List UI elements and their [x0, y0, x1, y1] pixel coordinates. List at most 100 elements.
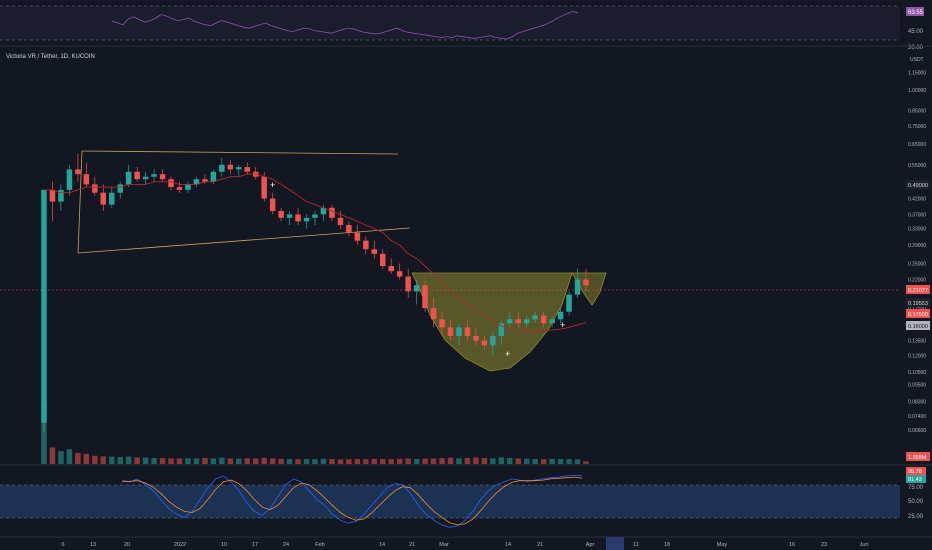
candle-body	[185, 184, 191, 190]
volume-bar	[583, 461, 589, 464]
buy-marker-3: +	[560, 320, 565, 330]
candle	[583, 268, 589, 292]
volume-bar	[134, 457, 140, 464]
candle-body	[295, 214, 301, 222]
candle-body	[58, 189, 64, 202]
candle-body	[346, 225, 352, 233]
candle-body	[549, 319, 555, 324]
candle-body	[439, 319, 445, 328]
candle-body	[422, 285, 428, 309]
candle-body	[219, 164, 225, 172]
volume-bar	[142, 457, 149, 464]
buy-marker-2: +	[505, 349, 510, 359]
candle-body	[498, 323, 505, 336]
candle	[295, 207, 301, 225]
candle	[532, 311, 538, 324]
time-tick-label: 10	[221, 542, 227, 548]
volume-bar	[473, 457, 479, 464]
price-tick-label: 0.75000	[908, 124, 926, 130]
candle-body	[320, 207, 327, 215]
candle-body	[540, 315, 547, 324]
volume-bar	[253, 458, 259, 464]
volume-bar	[109, 456, 115, 464]
volume-bar	[151, 457, 157, 464]
volume-bar	[422, 458, 428, 464]
candle-body	[447, 327, 454, 336]
time-axis-highlight	[606, 537, 624, 550]
stoch-k-line	[121, 474, 583, 528]
candle	[151, 169, 157, 182]
time-tick-label: Feb	[315, 542, 324, 548]
stoch-tick-50: 50.00	[908, 499, 924, 505]
candle	[58, 184, 64, 211]
candle	[286, 211, 293, 225]
candle-body	[354, 232, 361, 241]
time-tick-label: 21	[537, 542, 543, 548]
candle	[354, 225, 361, 245]
price-tick-label: 0.22000	[908, 278, 926, 284]
price-tick-label: 0.07400	[908, 414, 926, 420]
volume-bar	[354, 459, 361, 464]
price-label-a: 0.17500	[908, 312, 928, 318]
price-panel[interactable]: + + + 1.15000 1.00000 0.85000 0.75000 0.6500…	[0, 57, 930, 465]
time-tick-label: 24	[283, 542, 289, 548]
volume-bar	[41, 405, 47, 464]
price-tick-label: 0.12000	[908, 353, 926, 359]
price-tick-label: 0.08300	[908, 400, 926, 406]
candle	[507, 311, 513, 328]
rsi-panel[interactable]: 63.55 45.00 20.00	[0, 5, 924, 51]
candle	[498, 319, 505, 346]
volume-bar	[524, 458, 530, 464]
candle	[540, 311, 547, 328]
candle	[388, 258, 394, 274]
time-tick-label: 18	[664, 542, 670, 548]
candle	[447, 319, 454, 341]
price-tick-label: 0.09500	[908, 383, 926, 389]
buy-marker-1: +	[270, 180, 275, 190]
volume-bar	[58, 451, 64, 464]
symbol-title: Victoria VR / Tether, 1D, KUCOIN	[6, 54, 95, 60]
volume-bar	[380, 459, 386, 464]
price-badge-a	[906, 309, 930, 318]
stoch-rsi-panel[interactable]: 95.78 91.43 75.00 50.00 25.00	[0, 467, 926, 528]
candle	[185, 181, 191, 193]
candle-body	[202, 179, 208, 182]
prev-price-badge	[906, 298, 930, 307]
price-tick-label: 0.29000	[908, 243, 926, 249]
stoch-tick-75: 75.00	[908, 485, 924, 491]
time-tick-label: 14	[505, 542, 511, 548]
time-tick-label: May	[717, 542, 728, 548]
volume-bar	[405, 458, 411, 464]
volume-bar	[481, 458, 488, 464]
candle	[490, 331, 496, 356]
candle-body	[464, 327, 471, 336]
candle	[363, 236, 369, 254]
candle-body	[151, 174, 157, 177]
candle-body	[303, 217, 310, 222]
candle-body	[92, 184, 98, 193]
candle-body	[490, 336, 496, 346]
candle-body	[142, 176, 149, 180]
volume-bar	[346, 459, 352, 464]
volume-bar	[549, 458, 555, 464]
volume-bar	[515, 458, 521, 464]
volume-bar	[92, 455, 98, 464]
candle-body	[83, 174, 90, 185]
volume-badge	[906, 452, 930, 461]
candle	[49, 181, 56, 222]
volume-bar	[507, 457, 513, 464]
volume-bar	[295, 459, 301, 464]
volume-bar	[168, 458, 174, 464]
candle-body	[210, 171, 217, 182]
candle-body	[413, 285, 420, 292]
volume-bar	[125, 456, 132, 464]
time-tick-label: 20	[124, 542, 130, 548]
candle-body	[532, 315, 538, 320]
candle-body	[75, 169, 81, 175]
candle	[303, 214, 310, 229]
candle-body	[134, 171, 140, 180]
price-tick-label: 0.37000	[908, 212, 926, 218]
candle	[142, 171, 149, 185]
volume-bar	[176, 458, 183, 464]
